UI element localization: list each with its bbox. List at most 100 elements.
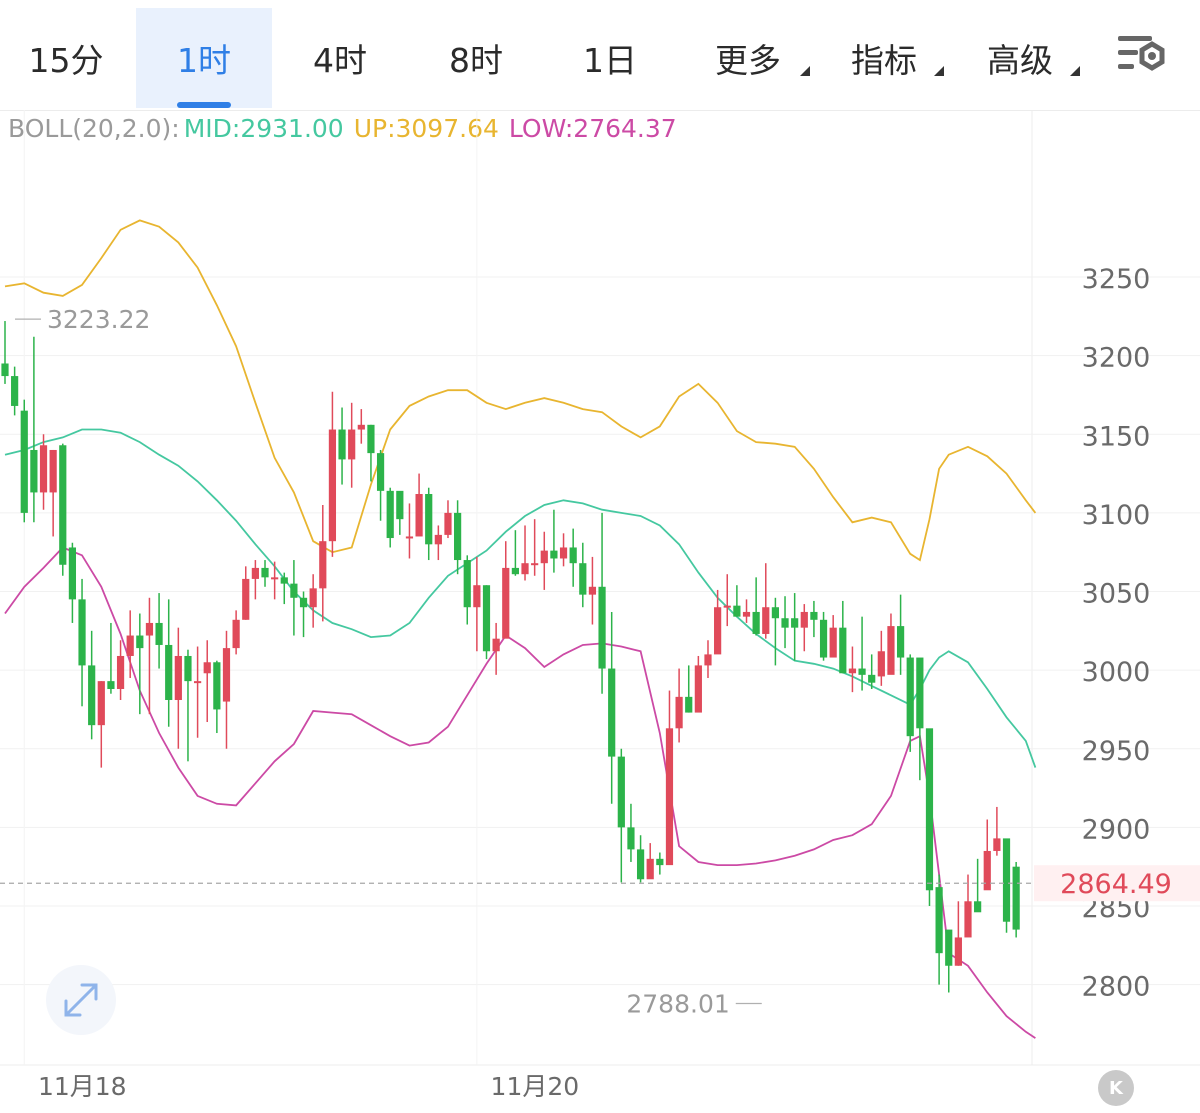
boll-label: BOLL(20,2.0): [8,114,180,143]
candle-body [646,858,654,880]
tab-4h[interactable]: 4时 [272,8,408,108]
candle-body [242,578,250,620]
candle [993,806,1001,856]
candle-body [30,449,38,493]
candle-body [49,449,57,493]
candle-body [810,611,818,620]
candle-body [906,657,914,737]
candle [367,424,375,482]
candle-body [155,622,163,645]
tab-label: 4时 [313,41,367,80]
boll-mid-value: MID:2931.00 [183,114,344,143]
chart-labels: 3250320031503100305030002950290028502800… [0,264,1200,1101]
candlestick-chart[interactable]: 3250320031503100305030002950290028502800… [0,110,1200,1110]
candle-body [290,583,298,598]
candle-body [858,668,866,675]
candle [78,578,86,707]
candle-body [983,850,991,891]
candle [819,611,828,661]
candle-body [800,611,808,628]
candle-body [261,567,269,578]
candle-body [444,512,452,535]
candle-body [617,756,625,828]
candle [723,574,731,627]
candle [290,560,298,636]
expand-icon [64,983,98,1017]
candle [319,505,327,622]
candle [896,594,905,675]
candle-body [165,644,173,701]
candle-body [550,550,558,559]
candle-body [511,567,519,575]
candle [974,858,982,913]
candle-body [627,827,635,850]
candle [588,556,597,625]
candle [810,600,818,638]
candle-body [492,638,500,652]
tab-label: 15分 [28,41,104,80]
candle-body [367,424,375,454]
candle-body [569,547,577,564]
candle-body [1002,838,1011,922]
candle [887,613,895,675]
candle-body [376,453,385,491]
expand-chart-button[interactable] [46,965,116,1035]
candle-body [559,547,568,559]
candle-body [68,547,77,600]
tab-advanced[interactable]: 高级 [974,8,1080,108]
candle-body [184,655,192,682]
candle-body [916,657,924,729]
candle-body [386,490,394,539]
candle [829,615,837,658]
candle-body [203,662,211,674]
tab-indicators[interactable]: 指标 [838,8,944,108]
candle [752,577,760,636]
dropdown-triangle-icon [934,66,944,76]
candle-body [1,363,9,377]
candle [357,409,365,444]
candle [704,640,712,678]
candle [251,560,259,600]
candle-body [868,674,876,683]
last-price-label: 2864.49 [1060,869,1172,900]
candle [88,630,96,740]
candle-body [251,567,259,579]
candle [791,593,799,661]
tab-label: 更多 [715,41,781,80]
candle-body [762,607,770,634]
candle [482,585,491,660]
candle [328,391,337,557]
candle-body [473,585,481,608]
candle-body [454,512,462,561]
candle-body [145,622,154,636]
candle [511,530,519,576]
candle [868,654,876,689]
k-line-button[interactable]: K [1098,1070,1134,1106]
candle-body [11,376,19,406]
candle-body [463,560,471,608]
candle [665,690,674,866]
candle-body [299,597,308,608]
chart-settings-icon[interactable] [1112,30,1172,86]
tab-label: 8时 [449,41,503,80]
candle [531,519,539,576]
tab-1d[interactable]: 1日 [544,8,676,108]
y-tick-label: 2950 [1082,736,1151,767]
candle [617,748,625,883]
candle [11,366,19,416]
tab-15m[interactable]: 15分 [0,8,132,108]
candle-body [887,626,895,675]
candle-body [954,937,962,966]
candle [261,560,269,587]
candle [800,604,808,652]
tab-more[interactable]: 更多 [700,8,810,108]
candle-body [222,648,231,702]
candle-body [1012,866,1020,930]
tab-8h[interactable]: 8时 [408,8,544,108]
candle [174,627,182,749]
candle [463,555,471,625]
tab-1h[interactable]: 1时 [136,8,272,108]
candle-body [174,655,182,701]
candle-body [309,588,317,608]
candle-body [771,607,779,619]
